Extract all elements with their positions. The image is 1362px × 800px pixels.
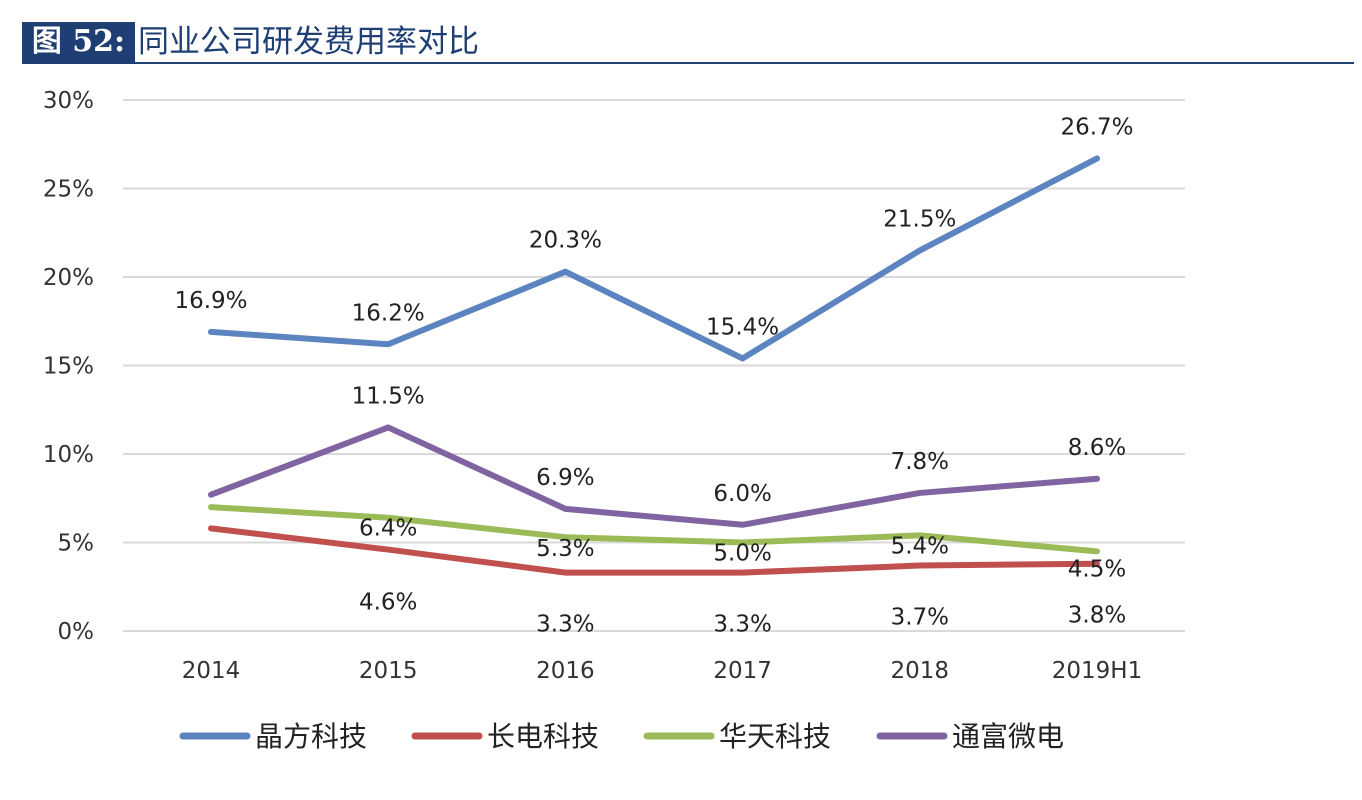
data-labels-1: 4.6% 3.3% 3.3% 3.7% 3.8% — [359, 590, 1126, 638]
series-line-0 — [208, 155, 1100, 362]
data-label: 26.7% — [1060, 114, 1133, 140]
data-label: 6.4% — [359, 516, 417, 542]
legend: 晶方科技 长电科技 华天科技 通富微电 — [179, 720, 1064, 753]
y-tick-label: 15% — [43, 354, 94, 380]
data-label: 20.3% — [529, 228, 602, 254]
data-label: 3.3% — [536, 612, 594, 638]
x-tick-label: 2015 — [359, 658, 418, 684]
x-tick-label: 2016 — [536, 658, 595, 684]
data-label: 4.6% — [359, 590, 417, 616]
header-rule — [22, 62, 1354, 64]
data-label: 4.5% — [1068, 556, 1126, 582]
data-label: 5.4% — [891, 533, 949, 559]
data-label: 3.8% — [1068, 603, 1126, 629]
data-label: 3.7% — [891, 605, 949, 631]
y-axis: 0% 5% 10% 15% 20% 25% 30% — [43, 88, 94, 645]
gridlines — [123, 99, 1185, 632]
x-tick-label: 2014 — [182, 658, 241, 684]
figure-title: 同业公司研发费用率对比 — [138, 24, 479, 60]
data-labels-3: 11.5% 6.9% 6.0% 7.8% 8.6% — [352, 383, 1127, 506]
data-label: 11.5% — [352, 383, 425, 409]
data-label: 15.4% — [706, 314, 779, 340]
y-tick-label: 25% — [43, 177, 94, 203]
data-label: 16.9% — [174, 288, 247, 314]
x-axis: 2014 2015 2016 2017 2018 2019H1 — [182, 658, 1143, 684]
x-tick-label: 2019H1 — [1052, 658, 1142, 684]
legend-label: 长电科技 — [487, 720, 599, 753]
figure-label: 图 52: — [22, 22, 135, 62]
x-tick-label: 2018 — [891, 658, 950, 684]
data-label: 6.0% — [713, 481, 771, 507]
series-line-1 — [208, 525, 1100, 576]
data-label: 3.3% — [713, 612, 771, 638]
legend-label: 华天科技 — [719, 720, 831, 753]
data-label: 8.6% — [1068, 435, 1126, 461]
legend-label: 晶方科技 — [255, 720, 367, 753]
data-labels-0: 16.9% 16.2% 20.3% 15.4% 21.5% 26.7% — [174, 114, 1133, 340]
data-label: 6.9% — [536, 465, 594, 491]
figure-header: 图 52: 同业公司研发费用率对比 — [22, 22, 1354, 66]
y-tick-label: 5% — [58, 531, 95, 557]
y-tick-label: 10% — [43, 442, 94, 468]
series-line-2 — [208, 504, 1100, 555]
x-tick-label: 2017 — [713, 658, 772, 684]
data-labels-2: 6.4% 5.3% 5.0% 5.4% 4.5% — [359, 516, 1126, 583]
data-label: 21.5% — [883, 206, 956, 232]
data-label: 16.2% — [352, 300, 425, 326]
y-tick-label: 0% — [58, 619, 95, 645]
y-tick-label: 30% — [43, 88, 94, 114]
y-tick-label: 20% — [43, 265, 94, 291]
legend-label: 通富微电 — [952, 720, 1064, 753]
data-label: 5.3% — [536, 536, 594, 562]
data-label: 5.0% — [713, 541, 771, 567]
series-line-3 — [208, 424, 1100, 528]
data-label: 7.8% — [891, 449, 949, 475]
